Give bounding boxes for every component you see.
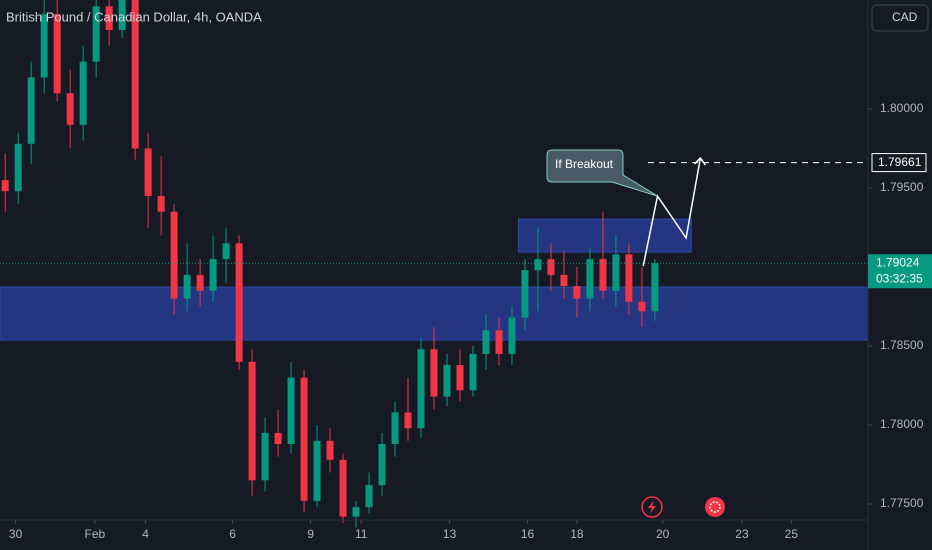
candle-body [482,330,490,354]
projection-arrowhead [693,156,706,166]
candle-body [313,440,321,501]
candle-body [118,0,126,31]
candle-body [495,330,503,354]
callout-label: If Breakout [555,157,614,171]
x-tick-label: 18 [570,527,584,541]
candle-body [560,274,568,286]
candle-body [105,6,113,31]
candle-body [248,361,256,481]
chart-title: British Pound / Canadian Dollar, 4h, OAN… [6,9,262,24]
event-icon[interactable] [705,497,725,517]
candle-body [40,14,48,78]
candle-body [235,243,243,362]
event-glyph [709,501,721,513]
candle-body [1,180,9,192]
target-tag [871,153,927,173]
x-tick-label: 16 [521,527,535,541]
x-tick-label: 30 [9,527,23,541]
callout [546,149,658,197]
x-tick-label: 11 [355,527,368,541]
candle-body [521,270,529,318]
candle-body [508,317,516,354]
candle-body [599,259,607,291]
candle-body [144,148,152,196]
candle-body [534,259,542,271]
candle-body [300,377,308,501]
candle-body [378,443,386,486]
currency-label: CAD [892,10,918,24]
y-tick-label: 1.79500 [880,180,924,194]
candle-body [469,353,477,391]
candle-body [196,274,204,291]
x-tick-label: 20 [656,527,670,541]
candle-body [183,274,191,299]
candle-body [573,285,581,299]
lightning-glyph [648,500,656,514]
target-label: 1.79661 [878,155,922,169]
x-tick-label: 23 [735,527,749,541]
candle-body [14,143,22,192]
candle-body [287,377,295,444]
candle-body [66,93,74,125]
candle-body [417,349,425,429]
candle-body [612,254,620,291]
candle-body [170,211,178,299]
candle-body [53,14,61,94]
lightning-icon[interactable] [641,496,663,518]
candle-body [651,263,659,312]
candle-body [638,301,646,312]
candle-body [586,259,594,299]
countdown-label: 03:32:35 [876,271,923,285]
y-tick-label: 1.77500 [880,496,924,510]
candle-body [209,259,217,291]
candle-body [131,0,139,149]
candle-body [391,412,399,444]
candle-body [157,195,165,212]
y-tick-label: 1.78500 [880,338,924,352]
candle-body [79,61,87,125]
currency-button[interactable] [871,4,929,32]
candle-body [339,459,347,517]
candle-body [261,432,269,481]
y-tick-label: 1.78000 [880,417,924,431]
candle-body [430,349,438,397]
candle-body [547,259,555,275]
x-tick-label: 25 [785,527,799,541]
candle-body [352,507,360,517]
x-tick-label: 6 [229,527,236,541]
zone [517,218,692,253]
candle-body [222,243,230,260]
candle-body [274,432,282,444]
price-tag [868,254,932,289]
plot [0,0,869,528]
candle-body [443,364,451,397]
x-tick-label: 13 [443,527,457,541]
candle-body [365,485,373,508]
x-tick-label: 4 [142,527,149,541]
price-tag-label: 1.79024 [876,255,920,269]
candle-body [625,254,633,302]
candle-body [27,77,35,144]
x-tick-label: 9 [307,527,314,541]
candle-body [92,6,100,62]
candle-body [404,412,412,429]
x-tick-label: Feb [85,527,106,541]
candle-body [456,364,464,391]
y-tick-label: 1.80000 [880,101,924,115]
projection-path [642,157,702,267]
candle-body [326,440,334,460]
